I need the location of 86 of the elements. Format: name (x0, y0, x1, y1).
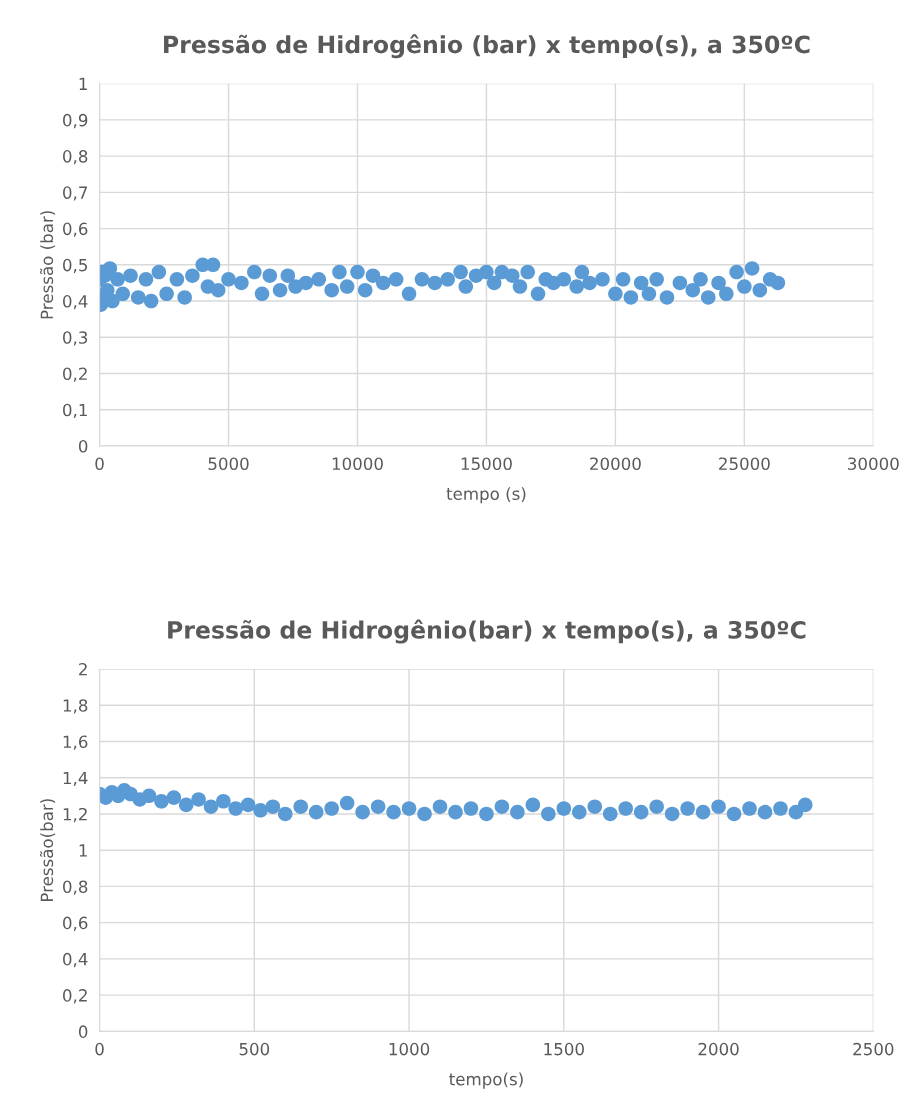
point (216, 793, 231, 809)
x-tick-label: 0 (95, 1042, 104, 1056)
chart-title: Pressão de Hidrogênio(bar) x tempo(s), a 350ºC (168, 619, 806, 644)
point (587, 799, 603, 814)
point (463, 801, 479, 816)
point (228, 801, 244, 816)
point (773, 801, 788, 816)
point (308, 804, 324, 820)
point (494, 799, 510, 814)
point (324, 801, 339, 816)
x-tick-label: 0 (95, 457, 104, 471)
point (680, 801, 695, 816)
point (339, 795, 355, 811)
point (525, 797, 541, 813)
point (166, 790, 182, 805)
point (386, 804, 401, 820)
y-tick-label: 0,8 (63, 150, 88, 165)
point (141, 788, 157, 804)
point (572, 804, 587, 820)
point (797, 797, 813, 813)
point (757, 804, 773, 820)
x-tick-label: 500 (239, 1042, 270, 1056)
point (355, 804, 370, 820)
point (293, 799, 309, 814)
point (602, 806, 618, 822)
point (253, 803, 268, 818)
point (401, 801, 417, 816)
point (417, 806, 432, 822)
point (479, 806, 494, 822)
y-tick-label: 0,5 (63, 258, 87, 274)
point (664, 806, 680, 822)
point (432, 799, 448, 814)
y-tick-label: 0,6 (63, 916, 88, 931)
x-tick-label: 30000 (848, 457, 899, 471)
point (178, 797, 194, 813)
y-tick-label: 0,4 (63, 295, 88, 310)
point (370, 799, 386, 814)
x-axis-title: tempo (s) (446, 487, 526, 504)
point (742, 801, 757, 816)
y-tick-label: 1,4 (63, 771, 88, 786)
x-tick-label: 2000 (698, 1042, 739, 1056)
y-tick-label: 1,2 (63, 807, 87, 823)
point (191, 792, 206, 807)
y-tick-label: 2 (79, 662, 87, 676)
point (541, 806, 556, 822)
y-tick-label: 0,2 (63, 989, 87, 1004)
y-tick-label: 0,4 (63, 952, 88, 968)
x-tick-label: 20000 (590, 457, 641, 471)
point (203, 799, 219, 814)
point (649, 799, 664, 814)
x-tick-label: 25000 (719, 457, 770, 471)
y-tick-label: 1 (79, 77, 87, 90)
point (618, 801, 633, 816)
y-tick-label: 0 (78, 1025, 88, 1038)
point (510, 804, 525, 820)
y-axis-title: Pressão (bar) (39, 211, 56, 319)
x-tick-label: 1500 (544, 1042, 584, 1056)
y-tick-label: 0,1 (63, 403, 87, 419)
point (556, 801, 572, 816)
x-tick-label: 15000 (461, 457, 512, 471)
point (695, 804, 711, 820)
point (265, 799, 281, 814)
point (633, 804, 649, 820)
x-tick-label: 5000 (208, 457, 249, 471)
y-axis-title: Pressão(bar) (39, 799, 56, 902)
x-tick-label: 1000 (389, 1042, 430, 1056)
x-tick-label: 2500 (853, 1042, 894, 1056)
y-tick-label: 0,3 (63, 331, 88, 346)
x-tick-label: 10000 (332, 457, 383, 471)
chart-title: Pressão de Hidrogênio (bar) x tempo(s), a 350ºC (164, 34, 810, 59)
y-tick-label: 1 (79, 844, 87, 857)
y-tick-label: 0,9 (63, 113, 88, 129)
y-tick-label: 1,8 (63, 699, 88, 714)
y-tick-label: 0 (78, 439, 88, 453)
y-tick-label: 0,2 (63, 367, 87, 382)
y-tick-label: 1,6 (63, 735, 88, 750)
point (448, 804, 463, 820)
y-tick-label: 0,6 (63, 222, 88, 237)
point (726, 806, 742, 822)
point (711, 799, 726, 814)
point (277, 806, 293, 822)
y-tick-label: 0,8 (63, 880, 88, 895)
point (154, 793, 169, 809)
y-tick-label: 0,7 (63, 186, 88, 201)
point (240, 797, 256, 813)
x-axis-title: tempo(s) (449, 1072, 523, 1089)
